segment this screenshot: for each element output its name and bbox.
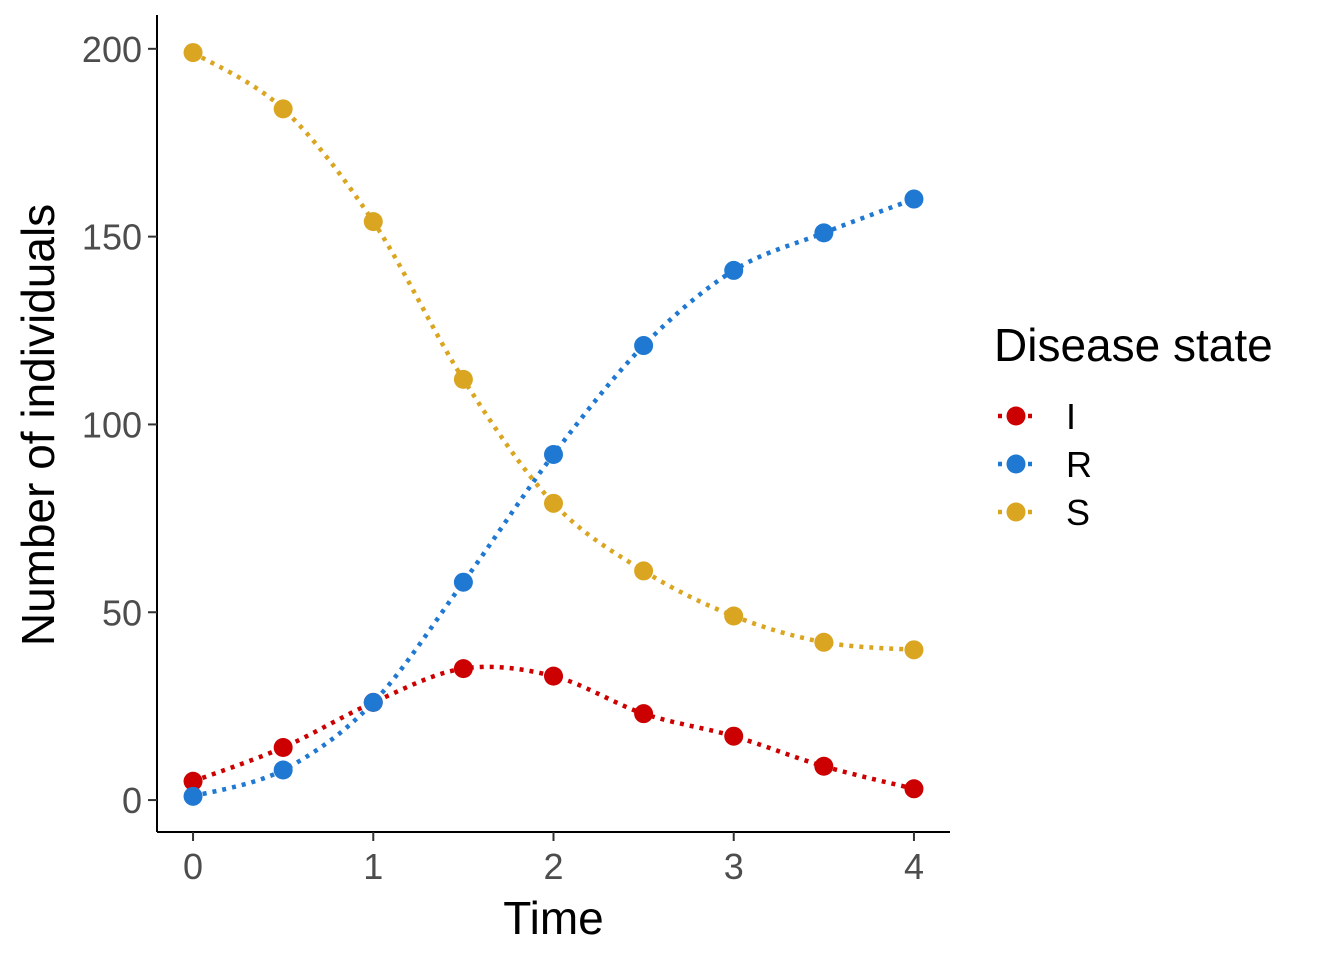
data-point-S <box>724 606 744 626</box>
legend: Disease state IRS <box>994 319 1273 533</box>
data-point-I <box>183 771 203 791</box>
x-tick-label: 1 <box>363 846 383 887</box>
y-axis-ticks: 0 50 100 150 200 <box>82 29 157 821</box>
data-point-S <box>453 369 473 389</box>
data-point-S <box>363 212 383 232</box>
series-line-I <box>192 664 915 791</box>
y-axis-title: Number of individuals <box>12 204 64 646</box>
x-axis-ticks: 0 1 2 3 4 <box>183 832 924 887</box>
legend-key-point-R <box>1006 454 1026 474</box>
data-point-R <box>363 692 383 712</box>
series-line-S <box>191 50 915 653</box>
data-point-R <box>183 786 203 806</box>
legend-label-S: S <box>1066 492 1090 533</box>
data-point-I <box>544 666 563 686</box>
series-line-R <box>192 196 915 799</box>
x-tick-label: 4 <box>904 846 924 887</box>
data-point-S <box>544 493 563 513</box>
data-point-R <box>634 336 654 356</box>
data-point-I <box>724 726 744 746</box>
plot-area <box>183 43 924 806</box>
data-point-I <box>904 779 924 799</box>
data-point-S <box>814 632 834 652</box>
data-point-I <box>273 737 293 757</box>
data-point-S <box>273 99 293 119</box>
legend-key-point-I <box>1006 406 1026 426</box>
data-point-R <box>724 260 744 280</box>
data-point-R <box>904 189 924 209</box>
data-point-R <box>544 444 563 464</box>
data-point-S <box>183 43 203 63</box>
data-point-R <box>453 572 473 592</box>
data-point-I <box>453 659 473 679</box>
legend-key-point-S <box>1006 502 1026 522</box>
y-tick-label: 150 <box>82 217 142 258</box>
x-axis-title: Time <box>503 892 604 944</box>
data-point-S <box>634 561 654 581</box>
data-point-I <box>634 704 654 724</box>
data-point-R <box>814 223 834 243</box>
y-tick-label: 0 <box>122 780 142 821</box>
data-point-R <box>273 760 293 780</box>
data-point-I <box>814 756 834 776</box>
data-point-S <box>904 640 924 660</box>
legend-title: Disease state <box>994 319 1273 371</box>
y-tick-label: 50 <box>102 592 142 633</box>
y-tick-label: 100 <box>82 404 142 445</box>
legend-label-R: R <box>1066 444 1092 485</box>
x-tick-label: 3 <box>724 846 744 887</box>
x-tick-label: 0 <box>183 846 203 887</box>
x-tick-label: 2 <box>543 846 563 887</box>
legend-label-I: I <box>1066 396 1076 437</box>
y-tick-label: 200 <box>82 29 142 70</box>
